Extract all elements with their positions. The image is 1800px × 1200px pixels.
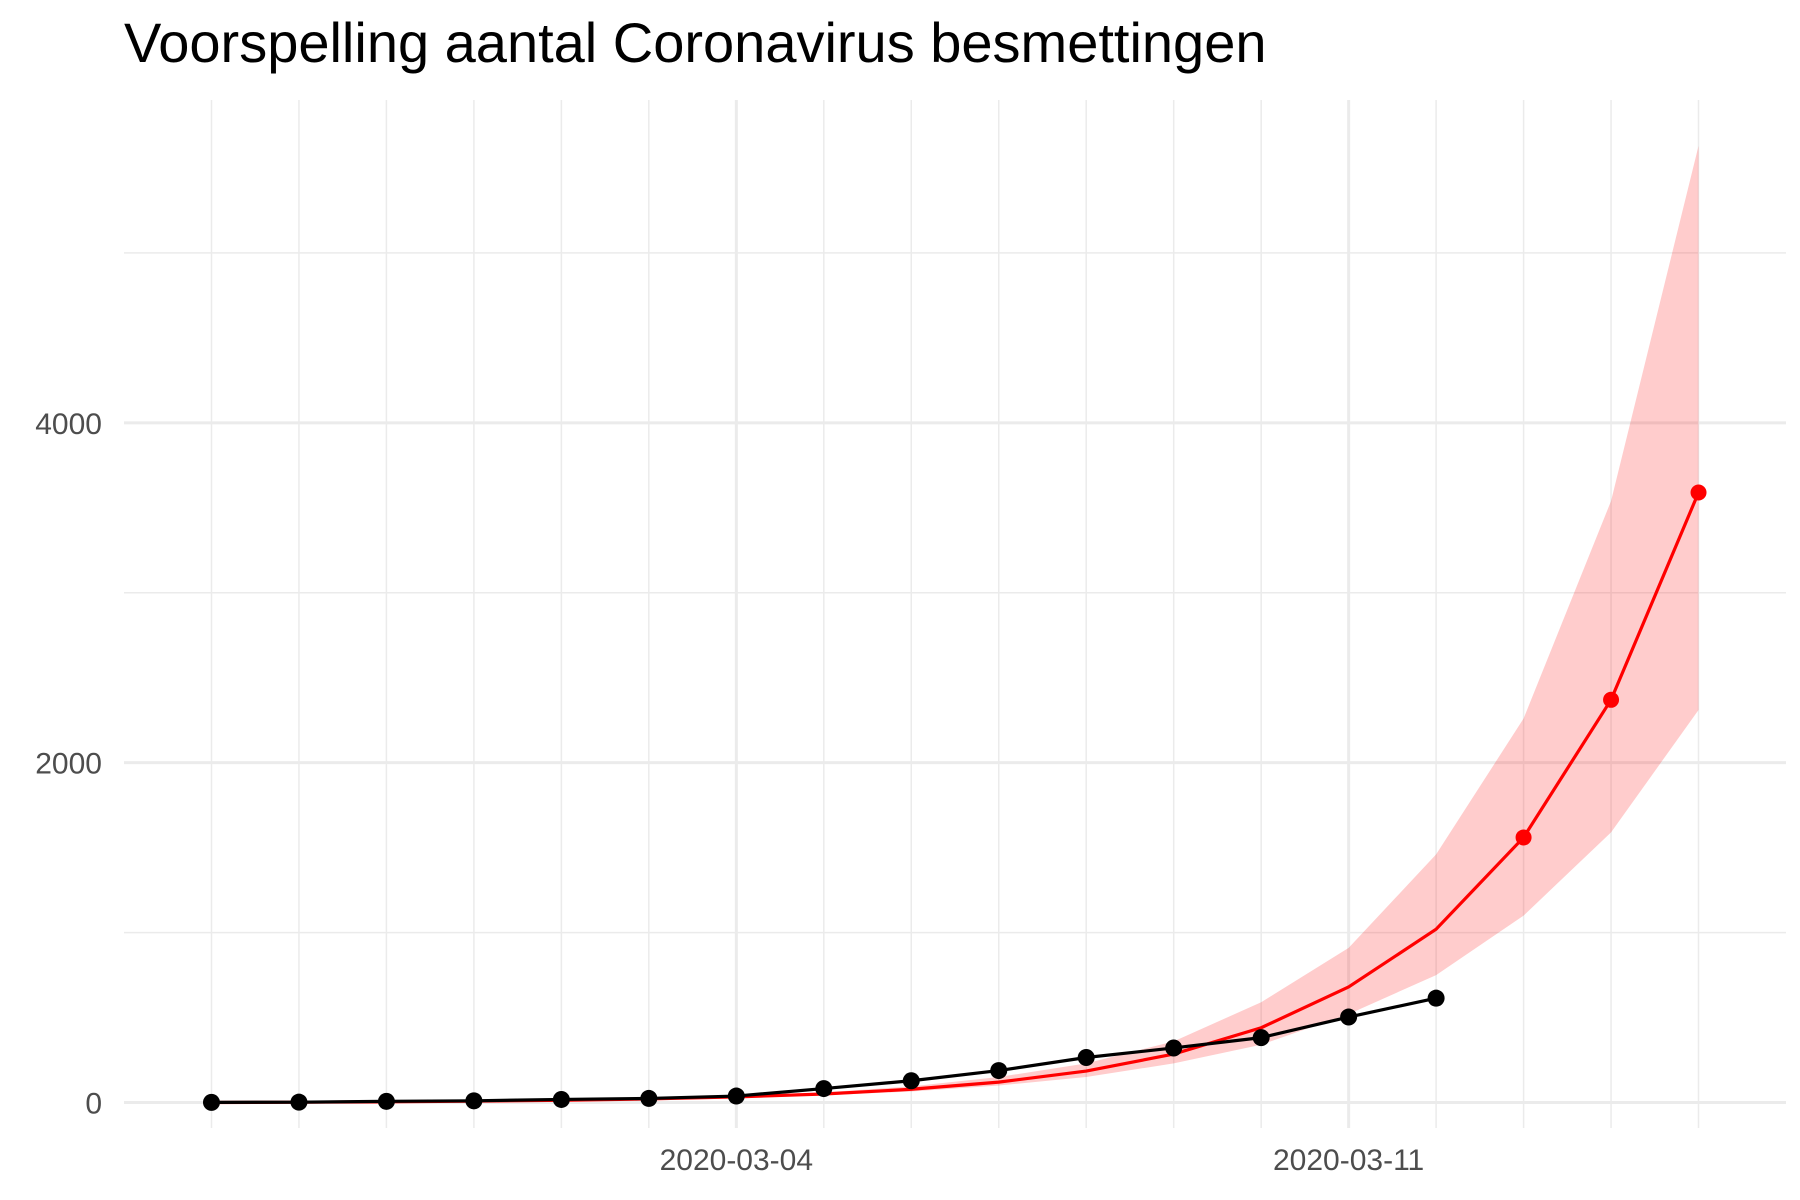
observed-point	[465, 1092, 483, 1110]
observed-point	[902, 1072, 920, 1090]
observed-point	[377, 1092, 395, 1110]
y-axis-tick-labels: 0 2000 4000	[35, 408, 102, 1121]
grid-major	[124, 100, 1786, 1128]
observed-point	[815, 1080, 833, 1098]
observed-point	[990, 1062, 1008, 1080]
observed-point	[202, 1093, 220, 1111]
forecast-band-layer	[211, 145, 1699, 1103]
y-tick-label: 2000	[35, 748, 102, 781]
observed-point	[290, 1093, 308, 1111]
series-point-layer	[202, 484, 1707, 1111]
observed-point	[640, 1089, 658, 1107]
y-tick-label: 0	[85, 1088, 102, 1121]
grid-minor	[124, 100, 1786, 1128]
x-tick-label: 2020-03-04	[660, 1144, 813, 1177]
chart-title: Voorspelling aantal Coronavirus besmetti…	[124, 11, 1266, 74]
observed-point	[727, 1087, 745, 1105]
forecast-confidence-band	[211, 145, 1699, 1103]
forecast-point	[1603, 691, 1620, 708]
forecast-point	[1515, 829, 1532, 846]
observed-point	[1252, 1029, 1270, 1047]
observed-point	[1340, 1008, 1358, 1026]
observed-point	[1165, 1039, 1183, 1057]
y-tick-label: 4000	[35, 408, 102, 441]
x-tick-label: 2020-03-11	[1273, 1144, 1424, 1177]
forecast-point	[1690, 484, 1707, 501]
x-axis-tick-labels: 2020-03-04 2020-03-11	[660, 1144, 1425, 1177]
observed-point	[1077, 1048, 1095, 1066]
observed-point	[552, 1090, 570, 1108]
observed-point	[1427, 989, 1445, 1007]
